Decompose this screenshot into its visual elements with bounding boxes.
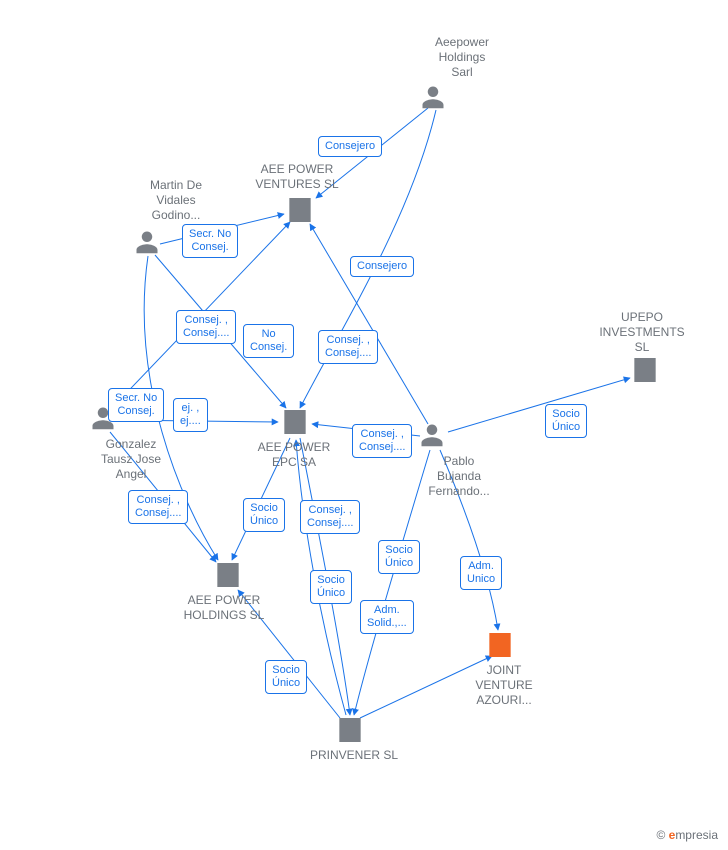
- edge-label: SocioÚnico: [243, 498, 285, 532]
- node-icon-wrap: [418, 82, 448, 114]
- edge-pablo_bujanda-upepo: [448, 378, 630, 432]
- edge-pablo_bujanda-aee_power_ventures: [310, 224, 428, 424]
- building-icon: [284, 194, 316, 226]
- edge-label: Consej. ,Consej....: [176, 310, 236, 344]
- diagram-canvas: Consejero Consejero Secr. NoConsej. NoConse…: [0, 0, 728, 850]
- node-icon-wrap: [334, 714, 366, 748]
- edge-pablo_bujanda-joint_venture: [440, 450, 498, 630]
- node-icon-wrap: [284, 194, 316, 228]
- edge-label: Consejero: [350, 256, 414, 277]
- edge-label: Adm.Solid.,...: [360, 600, 414, 634]
- edge-label: NoConsej.: [243, 324, 294, 358]
- edge-label: SocioÚnico: [378, 540, 420, 574]
- edge-label: Consej. ,Consej....: [318, 330, 378, 364]
- edge-label: Consej. ,Consej....: [352, 424, 412, 458]
- edge-label: Consejero: [318, 136, 382, 157]
- person-icon: [417, 420, 447, 450]
- building-icon: [279, 406, 311, 438]
- node-icon-wrap: [279, 406, 311, 440]
- node-icon-wrap: [484, 629, 516, 663]
- building-icon: [212, 559, 244, 591]
- building-icon: [484, 629, 516, 661]
- edge-label: ej. ,ej....: [173, 398, 208, 432]
- edge-label: Consej. ,Consej....: [128, 490, 188, 524]
- edge-label: SocioÚnico: [545, 404, 587, 438]
- node-icon-wrap: [212, 559, 244, 593]
- building-icon: [629, 354, 661, 386]
- person-icon: [132, 227, 162, 257]
- edge-label: Secr. NoConsej.: [108, 388, 164, 422]
- edge-label: SocioÚnico: [310, 570, 352, 604]
- edge-prinvener-aee_power_holdings: [238, 590, 340, 718]
- edge-prinvener-joint_venture: [360, 656, 492, 718]
- building-icon: [334, 714, 366, 746]
- node-icon-wrap: [417, 420, 447, 452]
- edge-label: SocioÚnico: [265, 660, 307, 694]
- edge-label: Adm.Unico: [460, 556, 502, 590]
- edge-pablo_bujanda-prinvener: [354, 450, 430, 715]
- edge-label: Secr. NoConsej.: [182, 224, 238, 258]
- node-icon-wrap: [629, 354, 661, 388]
- edge-label: Consej. ,Consej....: [300, 500, 360, 534]
- person-icon: [418, 82, 448, 112]
- node-icon-wrap: [132, 227, 162, 259]
